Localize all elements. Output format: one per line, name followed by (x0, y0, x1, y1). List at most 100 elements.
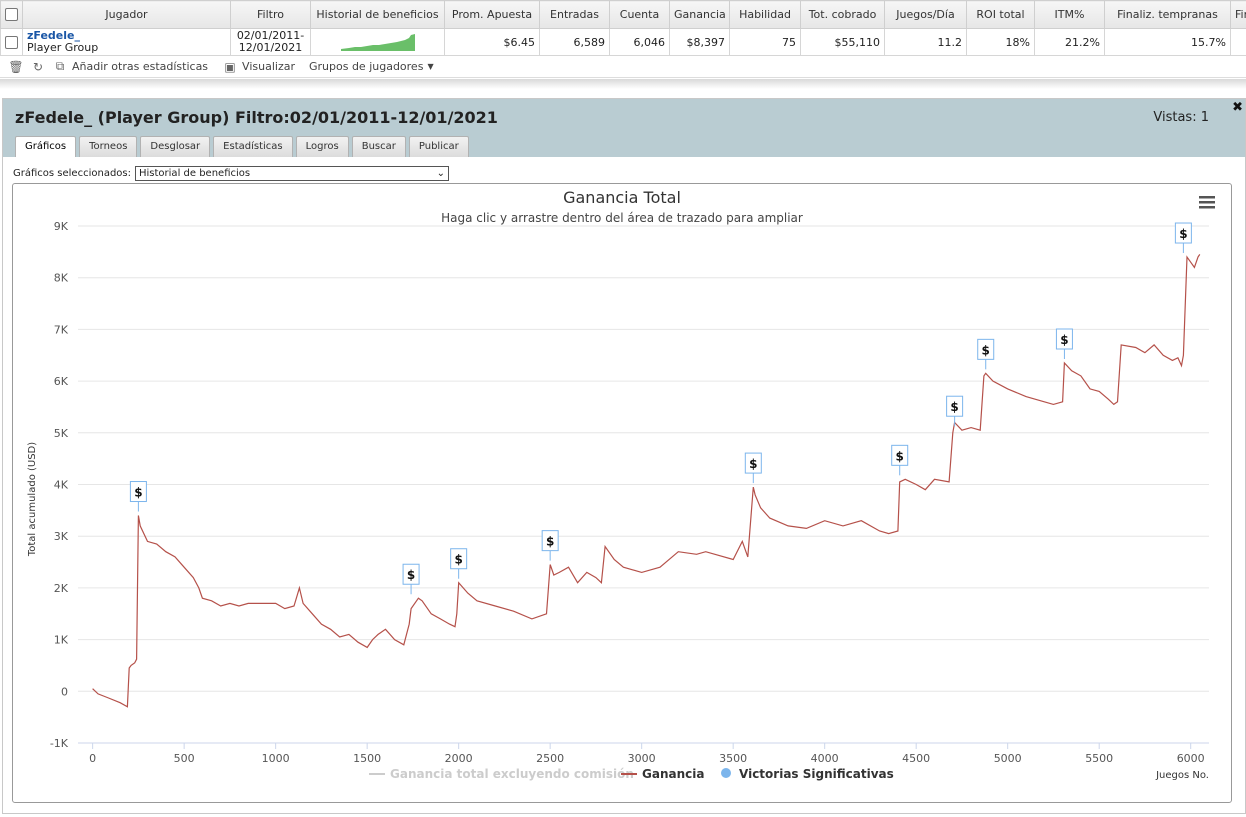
flag-box (946, 395, 964, 417)
profit-history-sparkline-cell (310, 28, 445, 56)
y-axis-label: Total acumulado (USD) (27, 442, 38, 557)
x-tick-label: 2500 (536, 752, 564, 765)
cell-fin (1230, 28, 1246, 56)
col-header-games-per-day[interactable]: Juegos/Día (884, 0, 967, 29)
legend-item-victorias[interactable]: Victorias Significativas (721, 767, 894, 781)
col-header-profit[interactable]: Ganancia (669, 0, 730, 29)
select-all-checkbox-cell[interactable] (0, 0, 23, 29)
y-tick-label: 2K (54, 582, 69, 595)
menu-icon[interactable] (1199, 196, 1215, 209)
profit-chart[interactable]: -1K 0 1K 2K 3K 4K 5K 6K 7K 8K 9K 0 500 1000 1500 2000 25… (13, 184, 1231, 802)
y-tick-label: 5K (54, 427, 69, 440)
chart-container[interactable]: -1K 0 1K 2K 3K 4K 5K 6K 7K 8K 9K 0 500 1000 1500 2000 25… (12, 183, 1232, 803)
col-header-ability[interactable]: Habilidad (729, 0, 801, 29)
player-groups-dropdown[interactable]: Grupos de jugadores ▼ (309, 60, 434, 73)
cell-ability: 75 (729, 28, 801, 56)
tab-estadisticas[interactable]: Estadísticas (213, 136, 293, 157)
tab-logros[interactable]: Logros (295, 136, 349, 157)
flag-box (129, 481, 147, 503)
col-header-profit-history[interactable]: Historial de beneficios (310, 0, 445, 29)
filter-date-end: 12/01/2021 (238, 41, 303, 54)
x-tick-label: 500 (174, 752, 195, 765)
x-tick-label: 5000 (994, 752, 1022, 765)
flag-box (450, 548, 468, 570)
significant-win-flag[interactable]: $ (450, 548, 468, 579)
x-tick-label: 1000 (262, 752, 290, 765)
row-checkbox[interactable] (5, 35, 18, 49)
tab-buscar[interactable]: Buscar (351, 136, 406, 157)
col-header-filter[interactable]: Filtro (230, 0, 311, 29)
add-stats-label: Añadir otras estadísticas (72, 60, 209, 73)
y-tick-label: 6K (54, 375, 69, 388)
flag-label: $ (407, 568, 415, 582)
filter-date-start: 02/01/2011- (236, 29, 305, 42)
legend-label-victorias: Victorias Significativas (739, 767, 894, 781)
flag-box (1174, 222, 1192, 244)
significant-win-flag[interactable]: $ (891, 444, 909, 476)
chart-subtitle: Haga clic y arrastre dentro del área de … (441, 211, 803, 225)
col-header-total-roi[interactable]: ROI total (966, 0, 1035, 29)
legend-item-ganancia[interactable]: Ganancia (621, 767, 704, 781)
x-tick-label: 0 (89, 752, 96, 765)
flag-label: $ (982, 343, 990, 357)
chart-title: Ganancia Total (563, 188, 681, 207)
panel-title: zFedele_ (Player Group) Filtro:02/01/201… (15, 108, 498, 127)
row-checkbox-cell[interactable] (0, 28, 23, 56)
x-tick-label: 4000 (811, 752, 839, 765)
col-header-avg-stake[interactable]: Prom. Apuesta (444, 0, 540, 29)
x-tick-label: 5500 (1085, 752, 1113, 765)
significant-win-flag[interactable]: $ (977, 338, 995, 370)
legend-label-excl-rake: Ganancia total excluyendo comisión (390, 767, 634, 781)
col-header-player[interactable]: Jugador (22, 0, 231, 29)
flag-label: $ (1060, 333, 1068, 347)
col-header-total-won[interactable]: Tot. cobrado (800, 0, 885, 29)
significant-win-flag[interactable]: $ (946, 395, 964, 427)
trash-icon[interactable]: 🗑 (8, 59, 24, 74)
col-header-fin[interactable]: Fin (1230, 0, 1246, 29)
significant-win-flag[interactable]: $ (1174, 222, 1192, 254)
tab-graficos[interactable]: Gráficos (15, 136, 77, 157)
chart-legend: Ganancia total excluyendo comisión Ganan… (369, 767, 894, 781)
significant-win-flag[interactable]: $ (541, 530, 559, 561)
visualize-label: Visualizar (242, 60, 295, 73)
select-all-checkbox[interactable] (5, 8, 18, 22)
flag-box (1055, 328, 1073, 350)
col-header-entries[interactable]: Entradas (539, 0, 610, 29)
col-header-count[interactable]: Cuenta (609, 0, 670, 29)
visualize-button[interactable]: ▣ Visualizar (222, 60, 295, 74)
flag-box (744, 452, 762, 474)
flag-label: $ (1179, 227, 1187, 241)
player-name-link[interactable]: zFedele_ (27, 29, 80, 42)
legend-item-excl-rake[interactable]: Ganancia total excluyendo comisión (369, 767, 634, 781)
x-tick-label: 6000 (1177, 752, 1205, 765)
cell-avg-stake: $6.45 (444, 28, 540, 56)
col-header-early-finishes[interactable]: Finaliz. tempranas (1104, 0, 1231, 29)
panel-header: zFedele_ (Player Group) Filtro:02/01/201… (3, 99, 1245, 157)
views-counter: Vistas: 1 (1153, 110, 1209, 125)
player-groups-label: Grupos de jugadores (308, 60, 424, 73)
series-line-ganancia (92, 254, 1201, 708)
add-stats-button[interactable]: ⧉ Añadir otras estadísticas (52, 59, 208, 74)
flag-label: $ (749, 457, 757, 471)
tab-desglosar[interactable]: Desglosar (140, 136, 211, 157)
significant-win-flag[interactable]: $ (129, 481, 147, 512)
tab-publicar[interactable]: Publicar (408, 136, 469, 157)
cell-total-roi: 18% (966, 28, 1035, 56)
profit-history-sparkline (340, 33, 415, 51)
chevron-down-icon: ⌄ (436, 168, 445, 179)
refresh-icon[interactable]: ↻ (32, 59, 44, 74)
table-toolbar: 🗑 ↻ ⧉ Añadir otras estadísticas ▣ Visual… (0, 56, 1246, 78)
y-tick-label: -1K (50, 737, 69, 750)
stats-table: Jugador Filtro Historial de beneficios P… (0, 0, 1246, 56)
chart-select[interactable]: Historial de beneficios ⌄ (135, 166, 449, 181)
significant-win-flag[interactable]: $ (744, 452, 762, 484)
add-columns-icon: ⧉ (55, 59, 65, 73)
significant-win-flag[interactable]: $ (402, 563, 420, 595)
close-icon[interactable]: ✖ (1232, 100, 1243, 115)
significant-win-flag[interactable]: $ (1055, 328, 1073, 360)
table-row[interactable]: zFedele_ Player Group 02/01/2011- 12/01/… (0, 28, 1246, 56)
cell-total-won: $55,110 (800, 28, 885, 56)
tab-torneos[interactable]: Torneos (79, 136, 138, 157)
col-header-itm[interactable]: ITM% (1034, 0, 1105, 29)
flag-box (977, 338, 995, 360)
